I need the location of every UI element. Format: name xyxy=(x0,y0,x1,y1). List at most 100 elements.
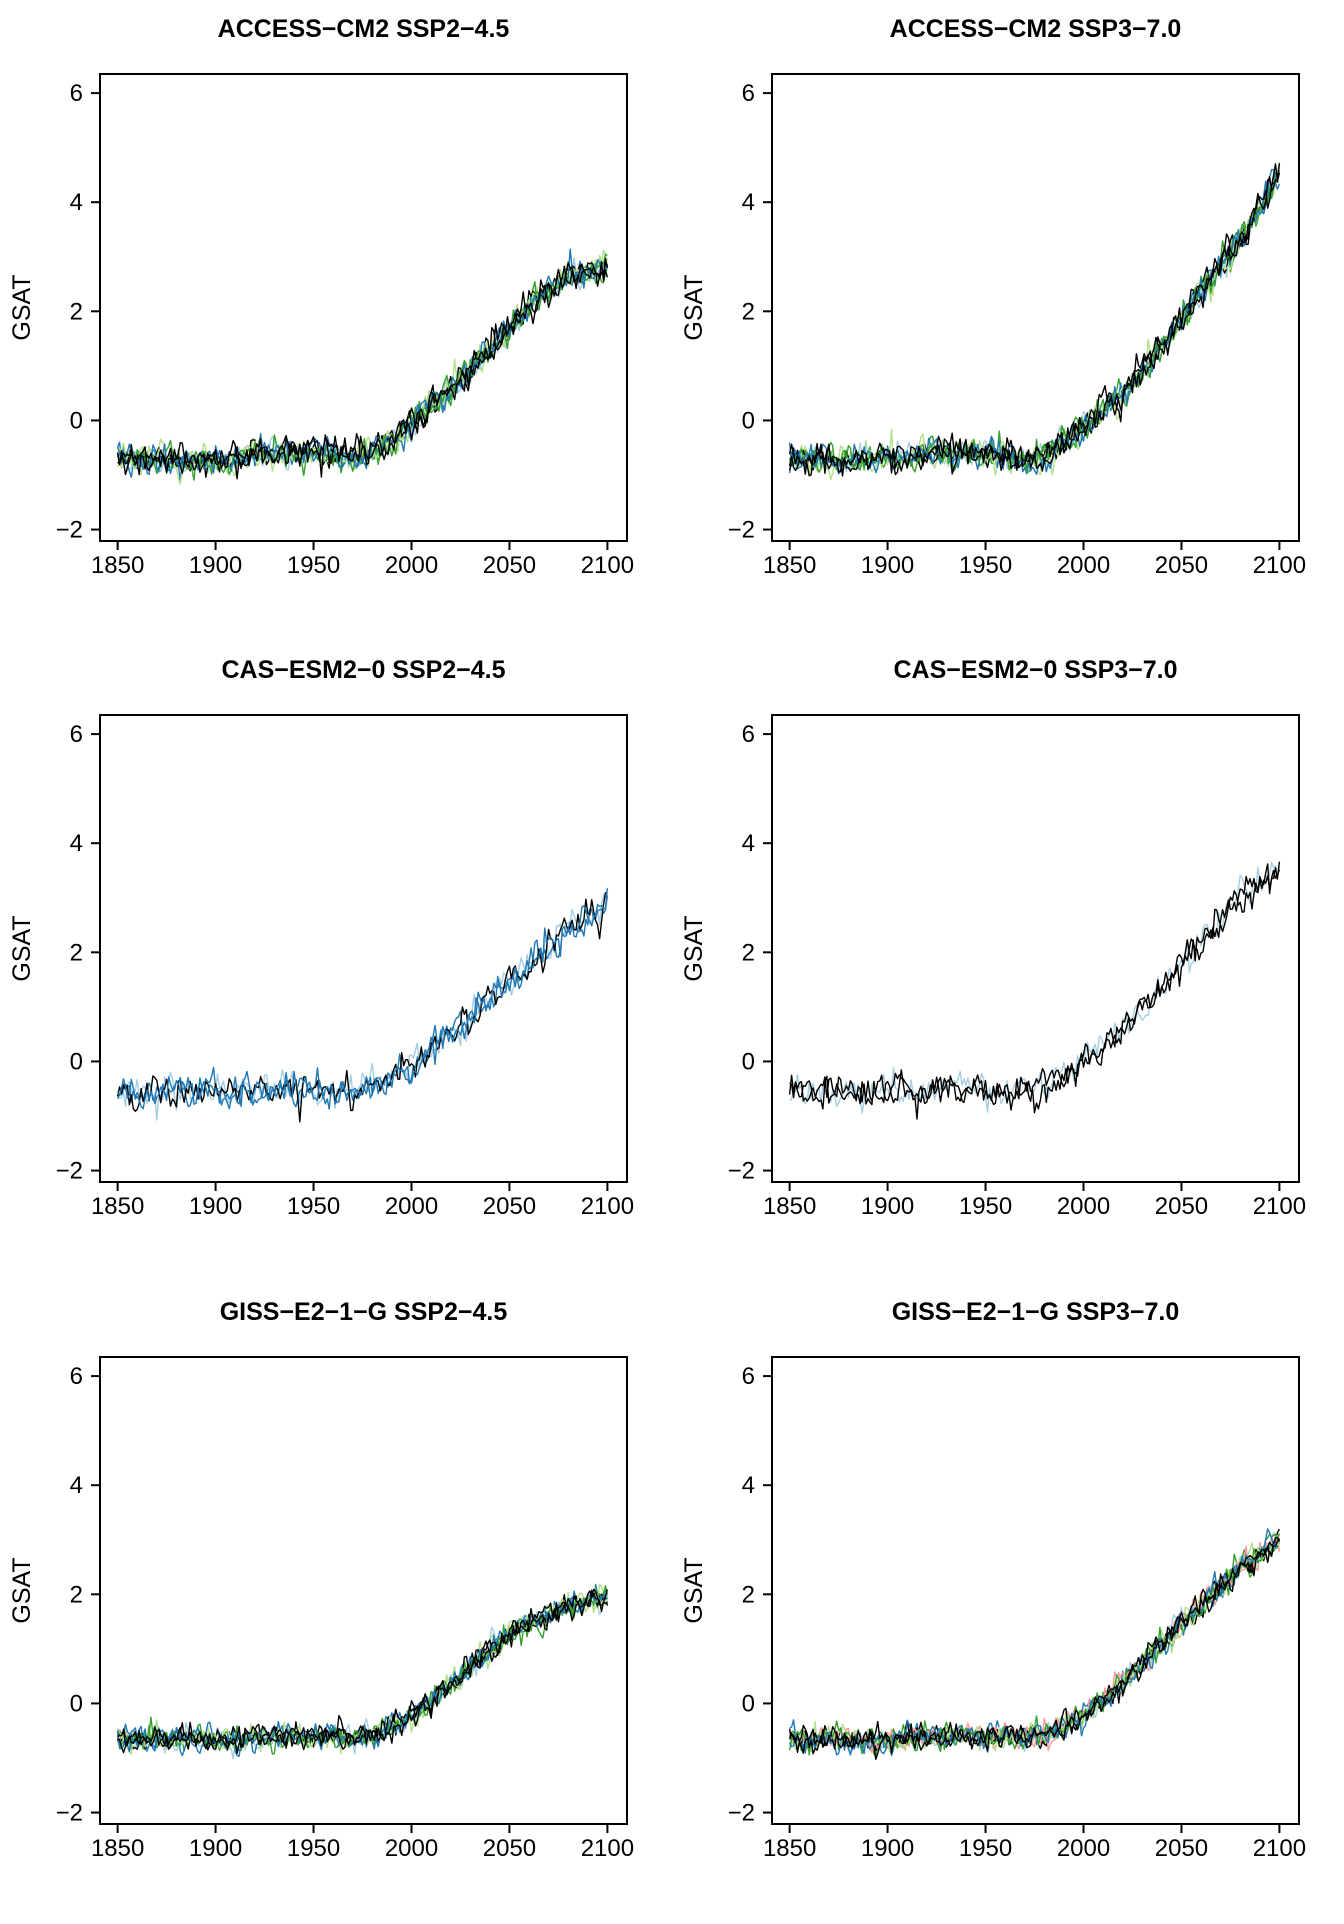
x-tick-label: 1850 xyxy=(763,1835,816,1862)
x-tick-label: 1900 xyxy=(861,552,914,579)
series-line-giss-e2-1-g-member-7 xyxy=(788,1542,1280,1753)
series-line-giss-e2-1-g-member-6 xyxy=(116,1584,609,1750)
y-tick-label: 4 xyxy=(742,1472,755,1499)
series-line-cas-esm2-0-member-3 xyxy=(116,888,609,1110)
y-tick-label: 4 xyxy=(742,189,755,216)
series-line-access-cm2-member-1 xyxy=(116,257,609,474)
y-axis-label: GSAT xyxy=(8,274,36,340)
y-tick-label: 2 xyxy=(742,298,755,325)
x-tick-label: 1900 xyxy=(861,1193,914,1220)
plot-area: 1850 1900 1950 2000 2050 2100 −2 0 2 4 6 xyxy=(728,1355,1306,1862)
series-line-giss-e2-1-g-member-5 xyxy=(788,1528,1281,1752)
series-line-access-cm2-member-9 xyxy=(788,172,1281,477)
series-line-access-cm2-member-8 xyxy=(788,163,1281,477)
x-tick-label: 2100 xyxy=(1253,552,1306,579)
y-tick-label: 4 xyxy=(70,831,83,858)
panel-title: CAS−ESM2−0 SSP3−7.0 xyxy=(893,656,1177,684)
x-tick-label: 2050 xyxy=(483,552,536,579)
series-line-access-cm2-member-6 xyxy=(788,173,1281,473)
x-tick-label: 2000 xyxy=(385,1193,438,1220)
x-tick-label: 1950 xyxy=(959,552,1012,579)
plot-box xyxy=(99,714,628,1184)
x-tick-label: 2000 xyxy=(1057,552,1110,579)
y-tick-label: 0 xyxy=(742,1049,755,1076)
series-line-giss-e2-1-g-member-4 xyxy=(789,1538,1281,1756)
panel-access-cm2-ssp3-70: ACCESS−CM2 SSP3−7.0 GSAT 1850 1900 1950 200… xyxy=(672,0,1344,641)
x-tick-label: 1950 xyxy=(287,1835,340,1862)
panel-title: ACCESS−CM2 SSP2−4.5 xyxy=(218,15,510,43)
x-tick-label: 1950 xyxy=(287,552,340,579)
series-line-cas-esm2-0-member-1 xyxy=(789,863,1281,1121)
series-line-access-cm2-member-2 xyxy=(788,162,1281,471)
x-tick-label: 2100 xyxy=(1253,1835,1306,1862)
x-tick-label: 1900 xyxy=(189,552,242,579)
y-tick-label: −2 xyxy=(56,1158,83,1185)
y-axis-label: GSAT xyxy=(8,1557,36,1623)
y-tick-label: 0 xyxy=(70,407,83,434)
panel-title: GISS−E2−1−G SSP2−4.5 xyxy=(220,1298,508,1326)
panel-cas-esm2-0-ssp3-70: CAS−ESM2−0 SSP3−7.0 GSAT 1850 1900 1950 200… xyxy=(672,641,1344,1282)
y-tick-label: −2 xyxy=(728,1158,755,1185)
y-tick-label: 6 xyxy=(70,721,83,748)
series-line-giss-e2-1-g-member-9 xyxy=(788,1527,1280,1754)
series-line-giss-e2-1-g-member-2 xyxy=(788,1531,1281,1756)
y-axis-label: GSAT xyxy=(680,274,708,340)
plot-area: 1850 1900 1950 2000 2050 2100 −2 0 2 4 6 xyxy=(728,72,1306,579)
series-line-access-cm2-member-7 xyxy=(788,168,1281,475)
y-tick-label: 2 xyxy=(742,1581,755,1608)
x-tick-label: 2050 xyxy=(483,1835,536,1862)
y-axis-label: GSAT xyxy=(680,1557,708,1623)
plot-box xyxy=(771,72,1300,542)
plot-area: 1850 1900 1950 2000 2050 2100 −2 0 2 4 6 xyxy=(56,72,634,579)
plot-box xyxy=(99,1355,628,1825)
y-tick-label: 2 xyxy=(70,298,83,325)
plot-area: 1850 1900 1950 2000 2050 2100 −2 0 2 4 6 xyxy=(56,1355,634,1862)
x-tick-label: 2050 xyxy=(1155,552,1208,579)
series-line-access-cm2-member-9 xyxy=(117,257,609,478)
series-line-giss-e2-1-g-member-9 xyxy=(117,1589,608,1754)
y-tick-label: −2 xyxy=(728,1799,755,1826)
y-axis-label: GSAT xyxy=(8,916,36,982)
plot-box xyxy=(771,714,1300,1184)
x-tick-label: 1900 xyxy=(189,1835,242,1862)
y-tick-label: 0 xyxy=(742,1690,755,1717)
plot-area: 1850 1900 1950 2000 2050 2100 −2 0 2 4 6 xyxy=(728,714,1306,1220)
plot-area: 1850 1900 1950 2000 2050 2100 −2 0 2 4 6 xyxy=(56,714,634,1220)
x-tick-label: 2000 xyxy=(1057,1835,1110,1862)
series-line-cas-esm2-0-member-0 xyxy=(789,862,1281,1115)
y-tick-label: 0 xyxy=(70,1690,83,1717)
y-tick-label: 6 xyxy=(70,1363,83,1390)
y-tick-label: 4 xyxy=(742,831,755,858)
y-tick-label: 0 xyxy=(742,407,755,434)
series-line-giss-e2-1-g-member-11 xyxy=(788,1536,1281,1754)
y-tick-label: 4 xyxy=(70,1472,83,1499)
panel-title: CAS−ESM2−0 SSP2−4.5 xyxy=(221,656,505,684)
series-line-access-cm2-member-3 xyxy=(788,163,1281,475)
x-tick-label: 2100 xyxy=(1253,1193,1306,1220)
series-line-access-cm2-member-1 xyxy=(788,168,1280,473)
y-axis-label: GSAT xyxy=(680,916,708,982)
series-line-giss-e2-1-g-member-8 xyxy=(117,1588,609,1753)
series-line-giss-e2-1-g-member-3 xyxy=(788,1539,1281,1757)
series-line-giss-e2-1-g-member-8 xyxy=(788,1532,1281,1756)
panel-title: ACCESS−CM2 SSP3−7.0 xyxy=(890,15,1182,43)
x-tick-label: 2050 xyxy=(1155,1835,1208,1862)
series-line-cas-esm2-0-member-2 xyxy=(116,892,608,1123)
x-tick-label: 1850 xyxy=(91,552,144,579)
x-tick-label: 2050 xyxy=(1155,1193,1208,1220)
plot-box xyxy=(99,72,628,542)
panel-access-cm2-ssp2-45: ACCESS−CM2 SSP2−4.5 GSAT 1850 1900 1950 200… xyxy=(0,0,672,641)
x-tick-label: 1850 xyxy=(763,1193,816,1220)
x-tick-label: 1900 xyxy=(861,1835,914,1862)
x-tick-label: 2100 xyxy=(581,552,634,579)
x-tick-label: 2000 xyxy=(385,1835,438,1862)
y-tick-label: 2 xyxy=(70,1581,83,1608)
panel-giss-e2-1-g-ssp3-70: GISS−E2−1−G SSP3−7.0 GSAT 1850 1900 1950 20… xyxy=(672,1283,1344,1924)
series-line-giss-e2-1-g-member-0 xyxy=(788,1533,1281,1753)
y-tick-label: 6 xyxy=(742,80,755,107)
series-line-access-cm2-member-4 xyxy=(788,169,1281,476)
x-tick-label: 1850 xyxy=(91,1835,144,1862)
y-tick-label: 6 xyxy=(70,80,83,107)
plot-box xyxy=(771,1355,1300,1825)
